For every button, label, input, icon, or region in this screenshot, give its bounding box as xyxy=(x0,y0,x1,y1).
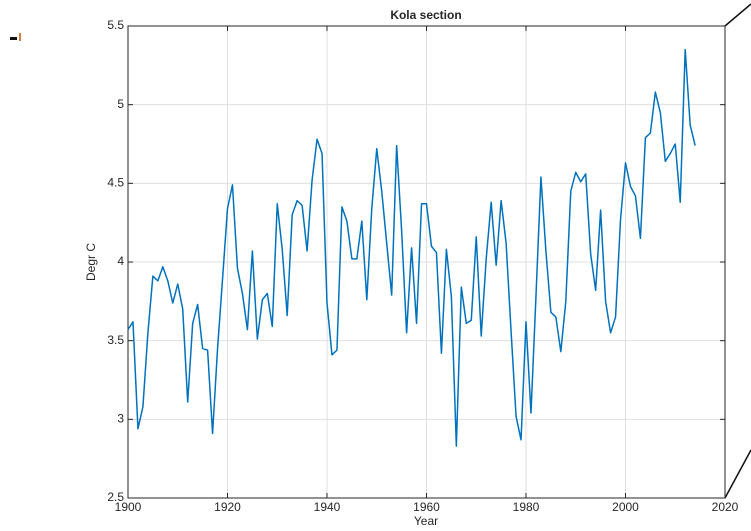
x-tick-label: 2020 xyxy=(712,500,739,514)
decoration xyxy=(724,449,751,499)
chart-title: Kola section xyxy=(390,8,461,22)
decoration xyxy=(10,37,17,40)
x-axis-label: Year xyxy=(414,514,438,528)
x-tick-label: 2000 xyxy=(612,500,639,514)
y-tick-label: 3.5 xyxy=(107,333,124,347)
y-tick-label: 3 xyxy=(117,412,124,426)
axes-box xyxy=(127,25,726,499)
y-tick-label: 2.5 xyxy=(107,490,124,504)
y-axis-label: Degr C xyxy=(84,243,98,281)
x-tick-label: 1900 xyxy=(115,500,142,514)
x-tick-label: 1920 xyxy=(214,500,241,514)
x-tick-label: 1960 xyxy=(413,500,440,514)
y-tick-label: 5.5 xyxy=(107,18,124,32)
x-tick-label: 1980 xyxy=(513,500,540,514)
y-tick-label: 4.5 xyxy=(107,176,124,190)
y-tick-label: 4 xyxy=(117,254,124,268)
y-tick-label: 5 xyxy=(117,97,124,111)
x-tick-label: 1940 xyxy=(314,500,341,514)
data-line xyxy=(127,48,696,447)
decoration xyxy=(724,3,751,27)
decoration xyxy=(19,33,21,41)
